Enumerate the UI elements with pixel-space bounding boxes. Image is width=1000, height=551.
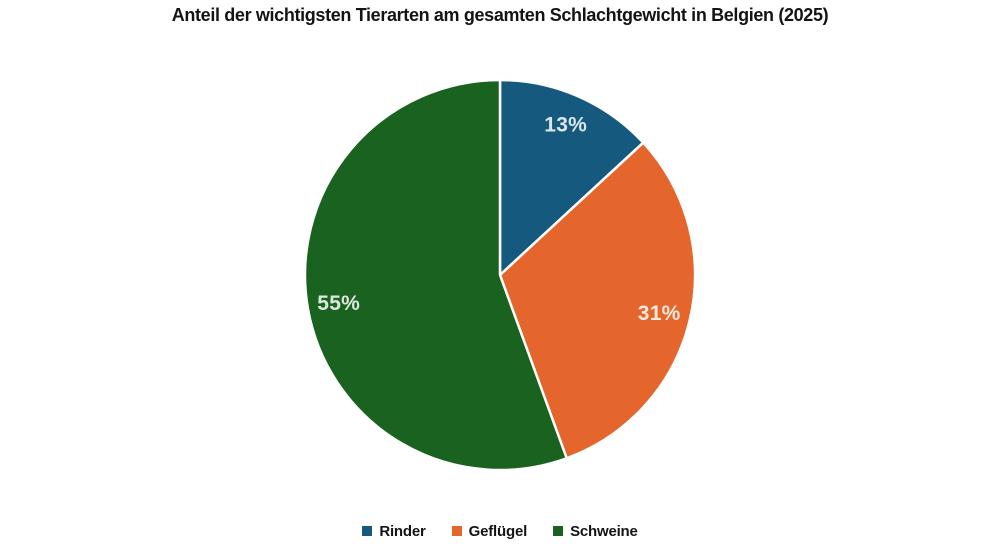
legend-label-schweine: Schweine xyxy=(570,522,638,540)
pie-slice-schweine xyxy=(303,78,568,472)
legend-item-gefluegel: Geflügel xyxy=(451,522,528,540)
legend-label-gefluegel: Geflügel xyxy=(468,522,528,540)
legend-item-schweine: Schweine xyxy=(553,524,638,539)
legend: Rinder Geflügel Schweine xyxy=(0,519,1000,543)
pie-label-gefluegel: 31% xyxy=(638,302,681,325)
pie-label-schweine: 55% xyxy=(317,292,360,315)
pie-slice-rinder xyxy=(498,78,645,277)
legend-label-rinder: Rinder xyxy=(379,522,426,540)
legend-swatch-rinder xyxy=(362,526,373,536)
legend-item-rinder: Rinder xyxy=(362,522,426,540)
legend-swatch-gefluegel xyxy=(451,526,462,536)
pie-slice-gefluegel xyxy=(498,141,697,460)
legend-swatch-schweine xyxy=(553,526,564,536)
pie-label-rinder: 13% xyxy=(544,113,587,136)
chart-title: Anteil der wichtigsten Tierarten am gesa… xyxy=(171,5,829,25)
